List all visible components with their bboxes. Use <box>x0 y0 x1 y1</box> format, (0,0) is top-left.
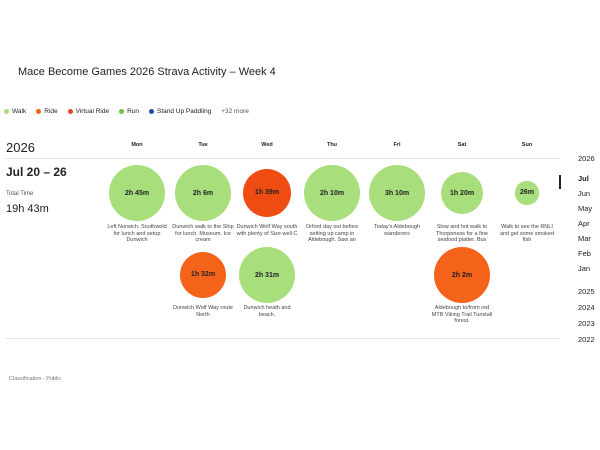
activity-circle[interactable]: 1h 32m <box>179 251 227 299</box>
activity-circle[interactable]: 1h 39m <box>242 168 292 218</box>
activity-caption: Dunwich heath and beach. <box>243 305 291 318</box>
divider <box>5 158 560 159</box>
legend-label: Ride <box>44 108 58 115</box>
activity-caption: Dunwich walk to the Ship for lunch. Muse… <box>172 224 234 243</box>
nav-year[interactable]: 2022 <box>578 335 595 344</box>
legend-dot <box>4 109 9 114</box>
legend-item[interactable]: Ride <box>36 108 58 115</box>
legend-dot <box>36 109 42 114</box>
week-range: Jul 20 – 26 <box>6 165 67 179</box>
nav-month[interactable]: Jun <box>578 189 591 198</box>
legend: Walk Ride Virtual Ride Run Stand Up Paddling… <box>4 108 249 115</box>
legend-item[interactable]: Stand Up Paddling <box>149 108 211 115</box>
activity-circle[interactable]: 1h 20m <box>441 172 483 214</box>
legend-label: Run <box>127 108 139 115</box>
nav-month[interactable]: May <box>578 204 593 213</box>
nav-year[interactable]: 2025 <box>578 287 595 296</box>
legend-label: Virtual Ride <box>75 108 110 115</box>
activity-circle[interactable]: 2h 6m <box>175 165 231 221</box>
nav-year[interactable]: 2026 <box>578 154 595 163</box>
day-header: Tue <box>198 142 208 148</box>
legend-dot <box>67 109 73 114</box>
day-header: Fri <box>393 142 401 148</box>
day-header: Wed <box>261 142 273 148</box>
legend-more[interactable]: +32 more <box>221 108 249 115</box>
day-header: Mon <box>131 142 143 148</box>
day-header: Sun <box>521 142 533 148</box>
title: Mace Become Games 2026 Strava Activity –… <box>18 66 276 78</box>
footer: Classification - Public <box>9 376 62 382</box>
nav-month[interactable]: Jan <box>578 264 591 273</box>
legend-dot <box>119 109 125 114</box>
nav-month[interactable]: Mar <box>578 234 591 243</box>
day-header: Sat <box>457 142 467 148</box>
total-label: Total Time <box>6 191 34 197</box>
week-year: 2026 <box>6 140 35 155</box>
activity-caption: Dunwich Wolf Way route North <box>173 305 233 318</box>
activity-circle[interactable]: 26m <box>515 181 539 205</box>
legend-dot <box>149 109 154 114</box>
activity-caption: Slow and hot walk to Thorpeness for a fi… <box>436 224 488 243</box>
nav-year[interactable]: 2024 <box>578 303 595 312</box>
activity-circle[interactable]: 3h 10m <box>369 165 425 221</box>
activity-circle[interactable]: 2h 31m <box>239 247 295 303</box>
nav-month[interactable]: Apr <box>578 219 590 228</box>
legend-label: Stand Up Paddling <box>157 108 212 115</box>
nav-month[interactable]: Feb <box>578 249 591 258</box>
activity-caption: Orford day out before setting up camp in… <box>305 224 359 243</box>
activity-caption: Left Norwich. Southwold for lunch and se… <box>107 224 167 243</box>
legend-item[interactable]: Run <box>119 108 139 115</box>
activity-caption: Today's Aldebough wanderers <box>373 224 420 237</box>
activity-caption: Aldebough to/from red MTB Viking Trail T… <box>431 305 493 324</box>
activity-caption: Dunwich Wolf Way south with plenty of Si… <box>236 224 298 237</box>
day-header: Thu <box>326 142 338 148</box>
activity-caption: Walk to see the RNLI and get some smoked… <box>499 224 555 243</box>
legend-item[interactable]: Walk <box>4 108 26 115</box>
activity-circle[interactable]: 2h 2m <box>434 247 490 303</box>
legend-item[interactable]: Virtual Ride <box>67 108 110 115</box>
activity-circle[interactable]: 2h 45m <box>109 165 165 221</box>
legend-label: Walk <box>12 108 27 115</box>
divider <box>5 338 560 339</box>
total-time: 19h 43m <box>6 203 49 215</box>
activity-circle[interactable]: 2h 10m <box>304 165 360 221</box>
nav-indicator <box>559 175 561 189</box>
nav-month[interactable]: Jul <box>578 174 589 183</box>
nav-year[interactable]: 2023 <box>578 319 595 328</box>
